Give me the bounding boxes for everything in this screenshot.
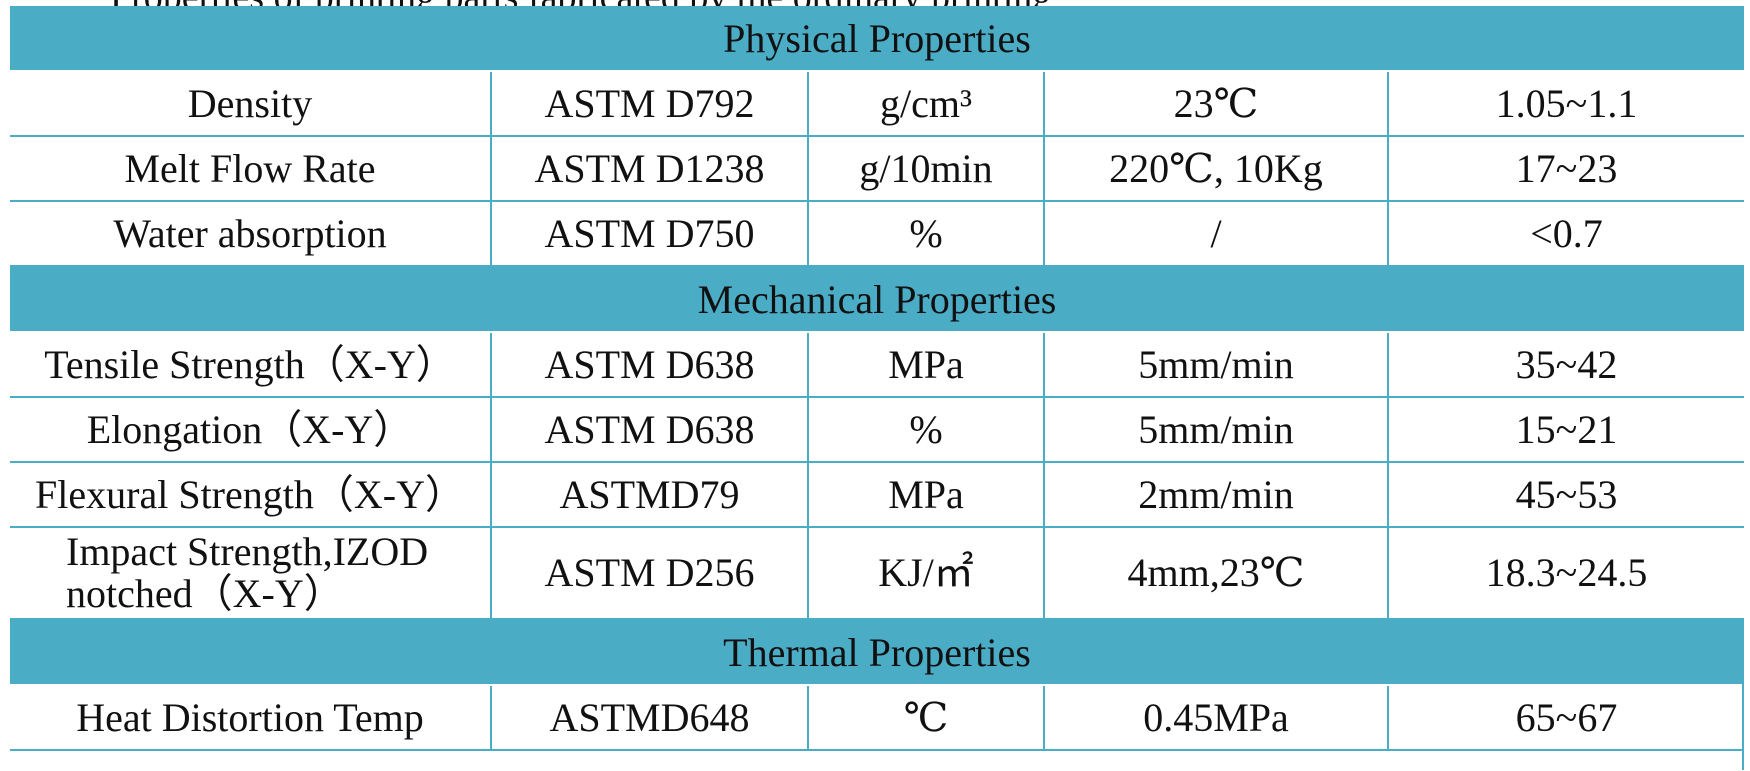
condition-cell: 0.45MPa [1045,686,1389,749]
condition-cell: 5mm/min [1045,398,1389,461]
property-cell: Elongation（X-Y） [10,398,492,461]
condition-cell: 4mm,23℃ [1045,528,1389,618]
value-cell: <0.7 [1530,210,1603,256]
standard-cell: ASTM D1238 [492,137,809,200]
standard-cell: ASTMD79 [492,463,809,526]
property-cell: Heat Distortion Temp [10,686,492,749]
unit-cell: ℃ [809,686,1045,749]
table-row: Elongation（X-Y） ASTM D638 % 5mm/min 15~2… [10,398,1744,463]
section-header-physical: Physical Properties [10,6,1744,72]
property-cell: Density [10,72,492,135]
value-cell: 17~23 [1515,145,1618,191]
section-header-thermal: Thermal Properties [10,620,1744,686]
table-row: Melt Flow Rate ASTM D1238 g/10min 220℃, … [10,137,1744,202]
value-cell: 35~42 [1515,341,1618,387]
value-cell: 45~53 [1515,471,1618,517]
condition-cell: 2mm/min [1045,463,1389,526]
property-cell: Impact Strength,IZOD notched（X-Y） [10,528,492,618]
unit-cell: g/cm³ [809,72,1045,135]
unit-cell: % [809,398,1045,461]
properties-table: Physical Properties Density ASTM D792 g/… [10,6,1744,751]
condition-cell: 220℃, 10Kg [1045,137,1389,200]
value-cell: 65~67 [1515,694,1618,740]
value-cell: 18.3~24.5 [1485,550,1648,595]
table-row: Heat Distortion Temp ASTMD648 ℃ 0.45MPa … [10,686,1744,751]
standard-cell: ASTM D750 [492,202,809,265]
table-row: Impact Strength,IZOD notched（X-Y） ASTM D… [10,528,1744,620]
standard-cell: ASTM D256 [492,528,809,618]
value-cell: 1.05~1.1 [1495,80,1638,126]
standard-cell: ASTMD648 [492,686,809,749]
unit-cell: MPa [809,463,1045,526]
condition-cell: 5mm/min [1045,333,1389,396]
table-row: Density ASTM D792 g/cm³ 23℃ 1.05~1.1 [10,72,1744,137]
unit-cell: MPa [809,333,1045,396]
table-row: Tensile Strength（X-Y） ASTM D638 MPa 5mm/… [10,333,1744,398]
property-cell: Tensile Strength（X-Y） [10,333,492,396]
unit-cell: g/10min [809,137,1045,200]
standard-cell: ASTM D638 [492,333,809,396]
table-edge-line [1742,620,1744,770]
value-cell: 15~21 [1515,406,1618,452]
section-header-mechanical: Mechanical Properties [10,267,1744,333]
unit-cell: % [809,202,1045,265]
standard-cell: ASTM D792 [492,72,809,135]
condition-cell: 23℃ [1045,72,1389,135]
condition-cell: / [1045,202,1389,265]
table-row: Water absorption ASTM D750 % / <0.7 [10,202,1744,267]
unit-cell: KJ/㎡ [809,528,1045,618]
property-cell: Melt Flow Rate [10,137,492,200]
table-row: Flexural Strength（X-Y） ASTMD79 MPa 2mm/m… [10,463,1744,528]
standard-cell: ASTM D638 [492,398,809,461]
property-cell: Water absorption [10,202,492,265]
property-cell: Flexural Strength（X-Y） [10,463,492,526]
